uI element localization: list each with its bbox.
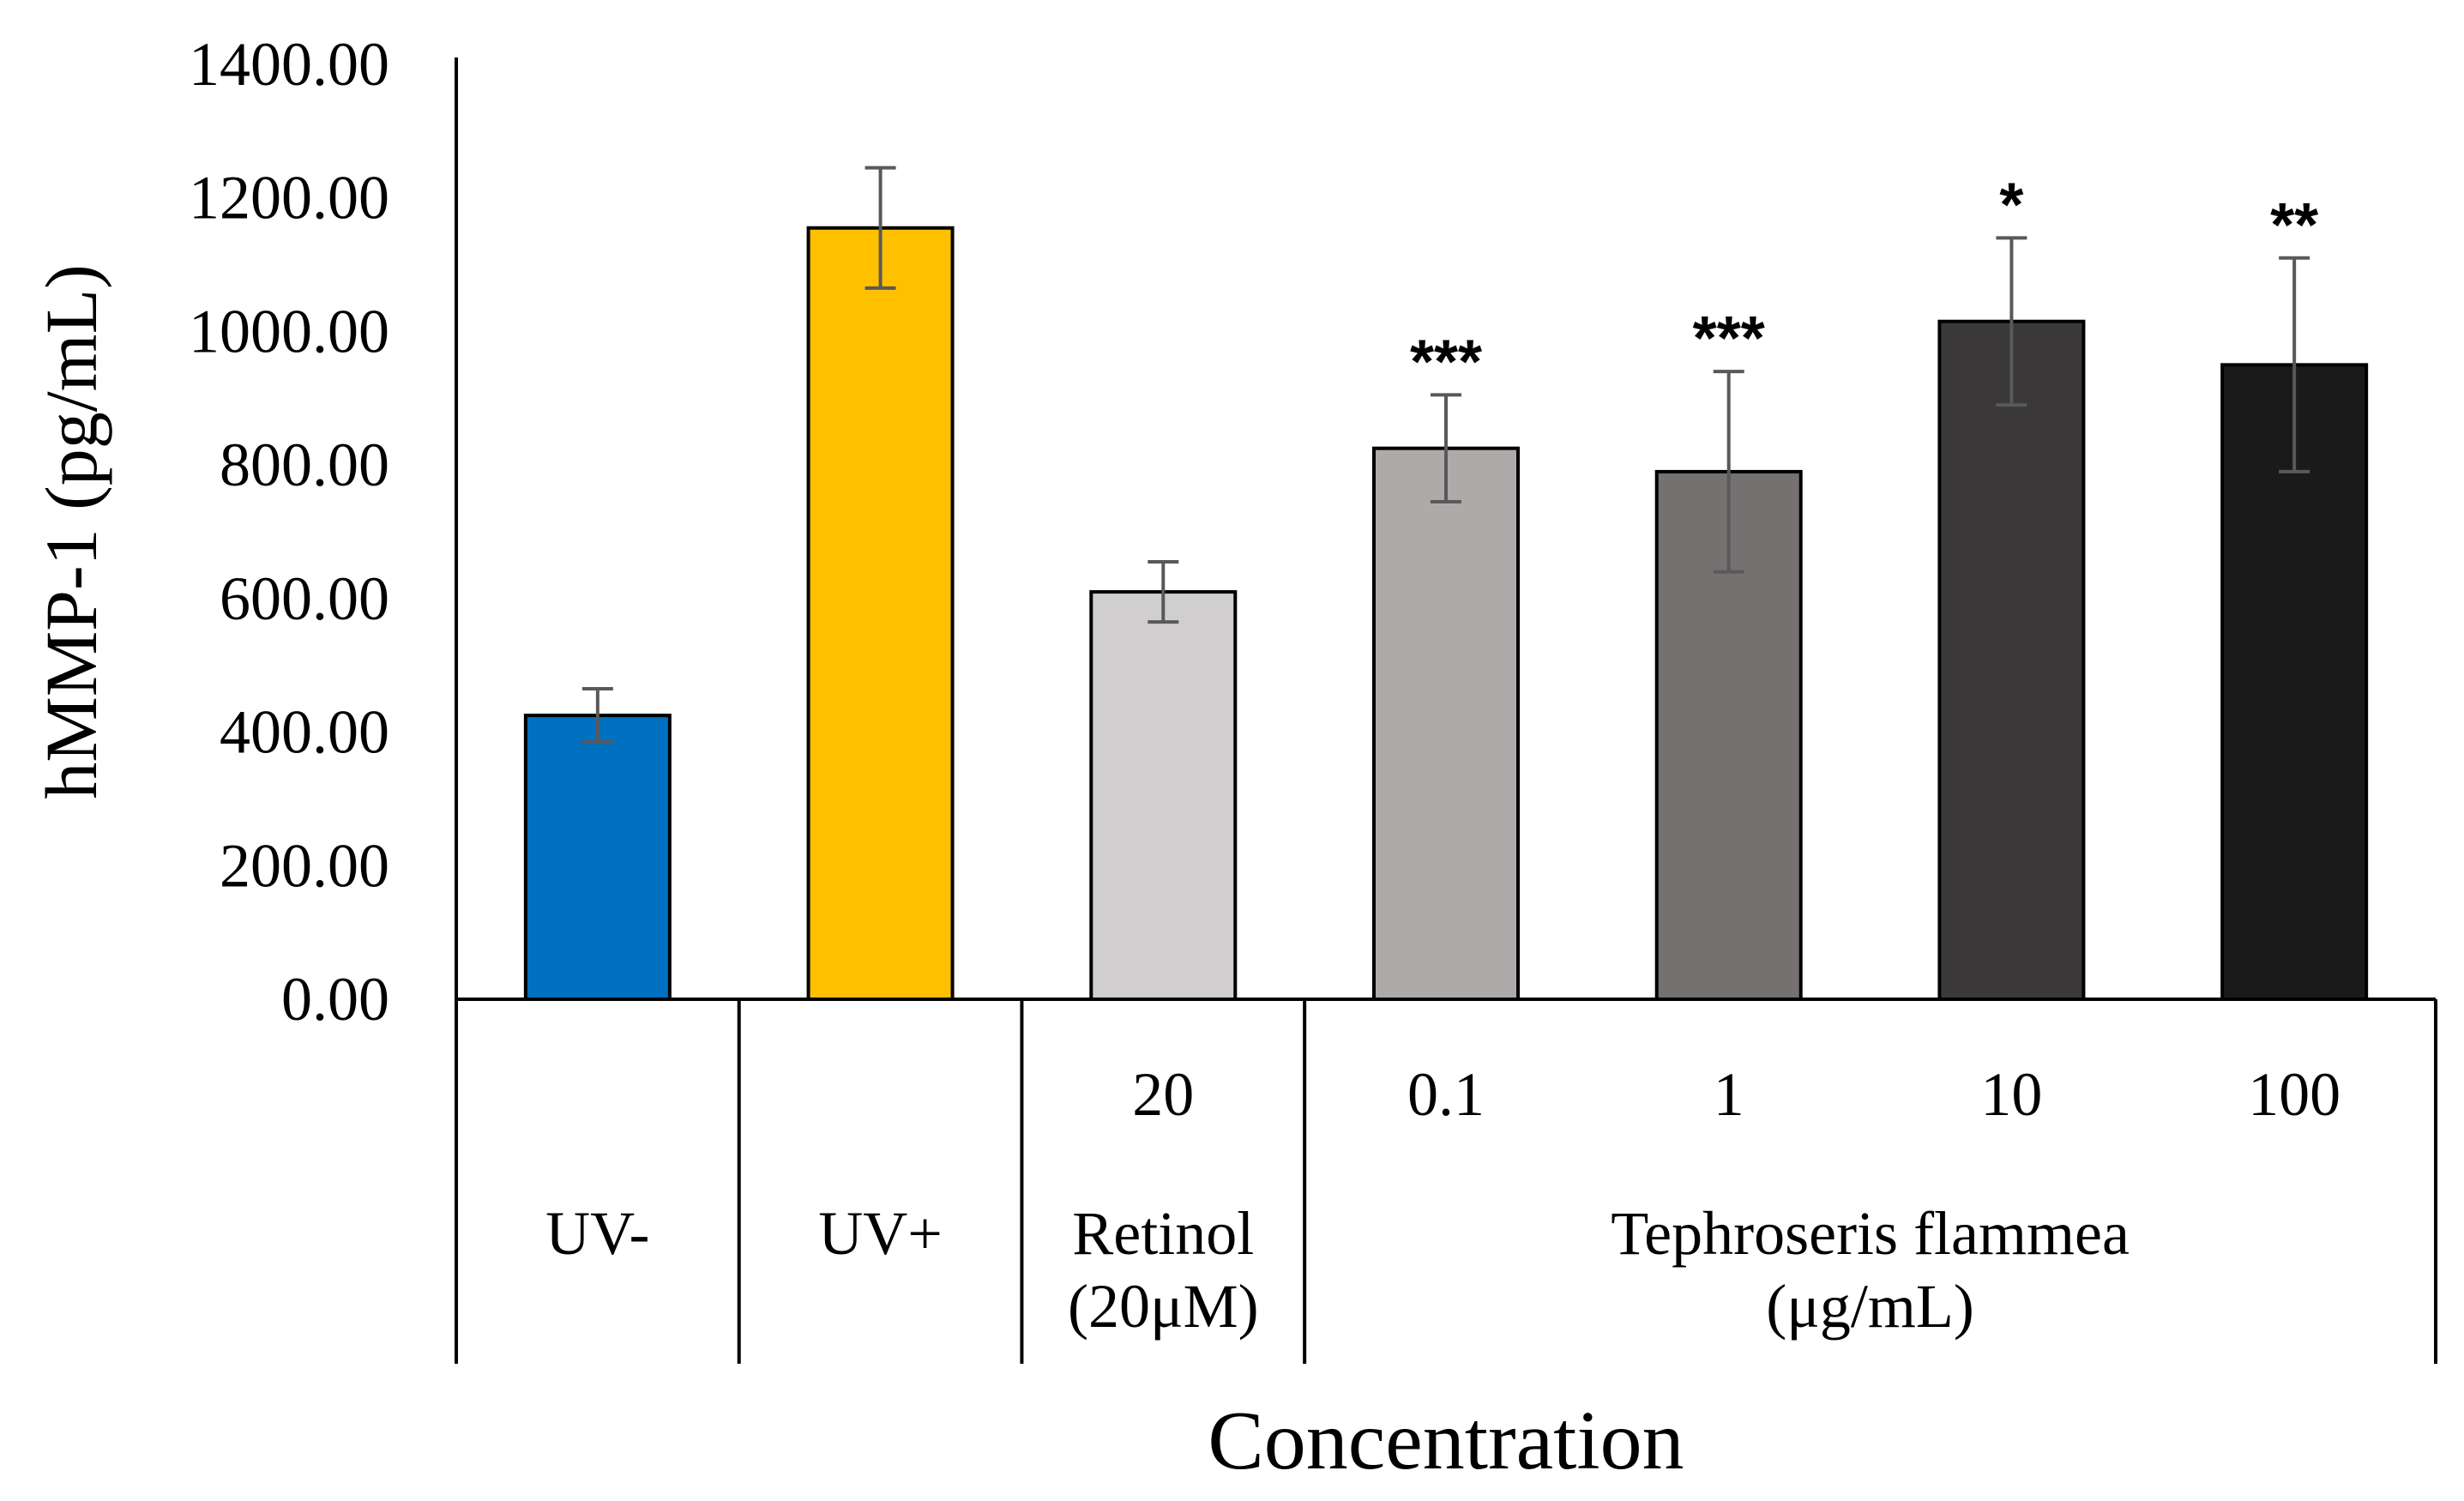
- category-label: 100: [2248, 1060, 2340, 1129]
- significance-marker: **: [2270, 191, 2318, 260]
- bar: [1089, 590, 1238, 1001]
- significance-marker: ***: [1693, 304, 1765, 373]
- bars: [523, 226, 2369, 1002]
- error-bar: [2279, 256, 2310, 473]
- group-label: (μg/mL): [1766, 1272, 1974, 1341]
- group-label: Retinol: [1072, 1199, 1254, 1268]
- bar: [806, 226, 955, 1001]
- error-bar: [865, 166, 896, 290]
- category-label: 20: [1132, 1060, 1194, 1129]
- category-label: 1: [1714, 1060, 1744, 1129]
- y-tick-label: 800.00: [220, 431, 389, 499]
- y-tick-label: 1400.00: [189, 30, 389, 99]
- y-tick-label: 400.00: [220, 698, 389, 767]
- significance-marker: ***: [1410, 328, 1482, 396]
- y-axis-ticks: 0.00 200.00 400.00 600.00 800.00 1000.00 1200.…: [189, 30, 389, 1034]
- error-bar: [1713, 370, 1744, 574]
- category-label: 10: [1980, 1060, 2042, 1129]
- error-bars: [581, 166, 2310, 744]
- y-tick-label: 1200.00: [189, 164, 389, 232]
- error-bar: [1431, 393, 1461, 503]
- group-label: UV-: [545, 1199, 649, 1268]
- y-tick-label: 600.00: [220, 564, 389, 633]
- bar: [523, 714, 672, 1001]
- category-label: 0.1: [1407, 1060, 1485, 1129]
- group-label: (20μM): [1068, 1272, 1259, 1341]
- group-label: UV+: [818, 1199, 943, 1268]
- group-label: Tephroseris flammea: [1611, 1199, 2130, 1268]
- y-tick-label: 0.00: [281, 965, 389, 1034]
- bar: [1372, 446, 1520, 1001]
- error-bar: [1148, 560, 1179, 624]
- y-tick-label: 1000.00: [189, 297, 389, 365]
- significance-marker: *: [1999, 171, 2023, 239]
- error-bar: [1996, 236, 2027, 407]
- category-table: 20 0.1 1 10 100 UV- UV+ Retinol(20μM) Tephroseri…: [545, 999, 2437, 1364]
- x-axis-label: Concentration: [1208, 1395, 1684, 1487]
- y-tick-label: 200.00: [220, 831, 389, 900]
- y-axis-label: hMMP-1 (pg/mL): [30, 264, 112, 799]
- bar: [1937, 319, 2086, 1001]
- error-bar: [581, 686, 613, 744]
- significance-annotations: *** **** **: [1410, 171, 2318, 396]
